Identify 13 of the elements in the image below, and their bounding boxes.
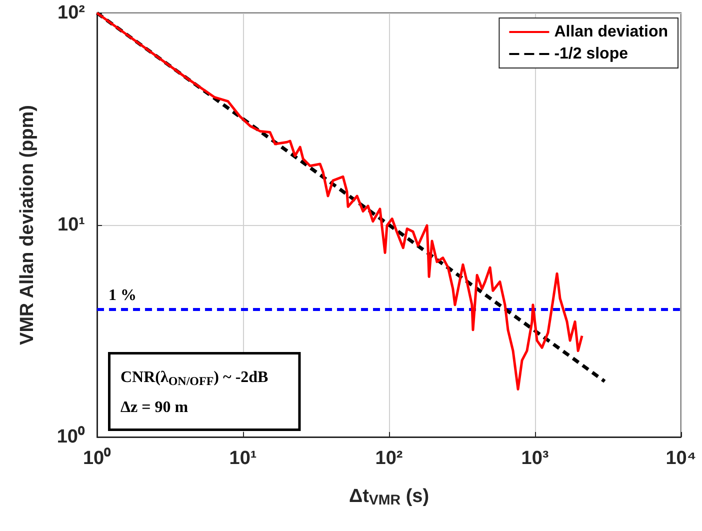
y-tick-label: 10² [58,2,85,24]
x-tick-label: 10⁰ [82,447,112,469]
x-tick-label: 10¹ [229,448,257,469]
legend-label: -1/2 slope [554,46,628,62]
legend-label: Allan deviation [554,24,668,40]
y-tick-label: 10¹ [58,214,85,236]
annotation: Δz = 90 m [120,399,189,416]
annotation: 1 % [108,286,137,304]
x-tick-label: 10⁴ [666,448,696,469]
y-axis-title: VMR Allan deviation (ppm) [17,105,38,345]
y-tick-label: 10⁰ [56,426,85,448]
x-tick-label: 10² [375,448,403,469]
x-tick-label: 10³ [521,448,549,469]
